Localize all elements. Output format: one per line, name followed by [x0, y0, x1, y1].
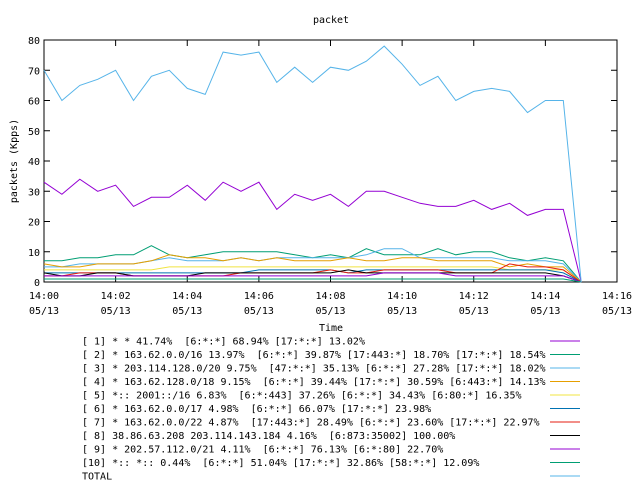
- series-line: [43, 254, 582, 283]
- legend-label: [10] *:: *:: 0.44% [6:*:*] 51.04% [17:*:…: [82, 458, 479, 469]
- x-tick-label: 05/13: [459, 306, 489, 317]
- legend-label: [ 3] * 203.114.128.0/20 9.75% [47:*:*] 3…: [82, 364, 546, 375]
- series-line: [44, 269, 582, 283]
- chart-title: packet: [313, 15, 349, 26]
- y-tick-label: 60: [28, 97, 40, 108]
- x-tick-label: 05/13: [29, 306, 59, 317]
- x-tick-label: 14:12: [459, 291, 489, 302]
- series-line: [43, 45, 582, 283]
- x-tick-label: 05/13: [530, 306, 560, 317]
- y-tick-label: 10: [28, 248, 40, 259]
- series-line: [44, 272, 582, 283]
- series-line: [43, 178, 582, 283]
- legend-label: [ 8] 38.86.63.208 203.114.143.184 4.16% …: [82, 431, 455, 442]
- legend-label: [ 9] * 202.57.112.0/21 4.11% [6:*:*] 76.…: [82, 445, 443, 456]
- y-axis-label: packets (Kpps): [9, 119, 20, 203]
- series-line: [44, 266, 582, 283]
- x-tick-label: 05/13: [101, 306, 131, 317]
- x-tick-label: 05/13: [244, 306, 274, 317]
- x-tick-label: 14:14: [530, 291, 560, 302]
- series-line: [44, 248, 582, 283]
- y-tick-label: 50: [28, 127, 40, 138]
- legend-label: [ 1] * * 41.74% [6:*:*] 68.94% [17:*:*] …: [82, 337, 365, 348]
- legend-label: [ 6] * 163.62.0.0/17 4.98% [6:*:*] 66.07…: [82, 404, 431, 415]
- legend-label: [ 4] * 163.62.128.0/18 9.15% [6:*:*] 39.…: [82, 377, 546, 388]
- plot-border: [43, 39, 618, 283]
- x-tick-label: 14:06: [244, 291, 274, 302]
- x-tick-label: 05/13: [602, 306, 632, 317]
- x-tick-label: 14:16: [602, 291, 632, 302]
- y-tick-label: 0: [34, 278, 40, 289]
- x-axis-label: Time: [319, 323, 343, 334]
- series-line: [44, 278, 582, 283]
- legend-label: [ 2] * 163.62.0.0/16 13.97% [6:*:*] 39.8…: [82, 350, 546, 361]
- x-tick-label: 14:00: [29, 291, 59, 302]
- y-tick-label: 20: [28, 218, 40, 229]
- legend-label: [ 5] *:: 2001::/16 6.83% [6:*:443] 37.26…: [82, 391, 522, 402]
- y-tick-label: 70: [28, 66, 40, 77]
- x-tick-label: 14:02: [101, 291, 131, 302]
- x-tick-label: 05/13: [387, 306, 417, 317]
- y-tick-label: 40: [28, 157, 40, 168]
- legend-label: TOTAL: [82, 472, 112, 480]
- x-tick-label: 14:08: [315, 291, 345, 302]
- x-tick-label: 14:04: [172, 291, 202, 302]
- y-tick-label: 30: [28, 187, 40, 198]
- y-tick-label: 80: [28, 36, 40, 47]
- x-tick-label: 05/13: [172, 306, 202, 317]
- x-tick-label: 14:10: [387, 291, 417, 302]
- x-tick-label: 05/13: [315, 306, 345, 317]
- legend-label: [ 7] * 163.62.0.0/22 4.87% [17:443:*] 28…: [82, 418, 540, 429]
